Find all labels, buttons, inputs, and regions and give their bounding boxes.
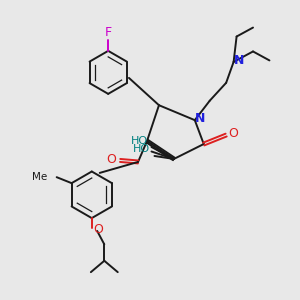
Text: N: N [234, 54, 244, 67]
Text: O: O [229, 127, 238, 140]
Text: F: F [105, 26, 112, 39]
Text: HO: HO [131, 136, 148, 146]
Text: Me: Me [32, 172, 47, 182]
Text: O: O [93, 223, 103, 236]
Text: HO: HO [133, 143, 150, 154]
Text: O: O [106, 153, 116, 167]
Text: N: N [195, 112, 206, 125]
